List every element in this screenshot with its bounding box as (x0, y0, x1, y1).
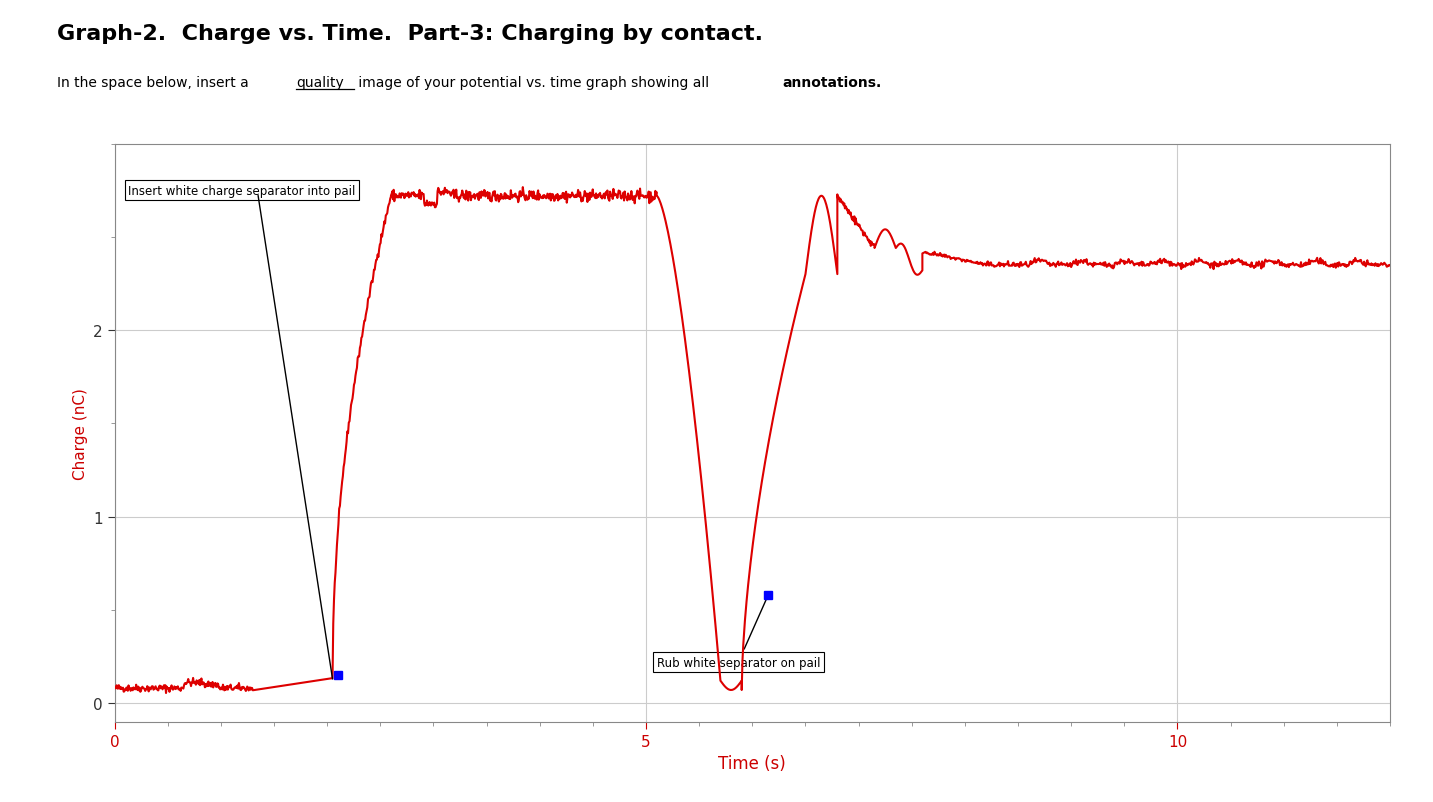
Y-axis label: Charge (nC): Charge (nC) (73, 387, 87, 479)
X-axis label: Time (s): Time (s) (718, 754, 787, 772)
Text: In the space below, insert a: In the space below, insert a (57, 76, 254, 90)
Text: Rub white separator on pail: Rub white separator on pail (656, 597, 820, 669)
Text: Insert white charge separator into pail: Insert white charge separator into pail (129, 184, 355, 197)
Text: annotations.: annotations. (782, 76, 881, 90)
Text: quality: quality (297, 76, 344, 90)
Text: image of your potential vs. time graph showing all: image of your potential vs. time graph s… (354, 76, 714, 90)
Text: Graph-2.  Charge vs. Time.  Part-3: Charging by contact.: Graph-2. Charge vs. Time. Part-3: Chargi… (57, 24, 764, 44)
